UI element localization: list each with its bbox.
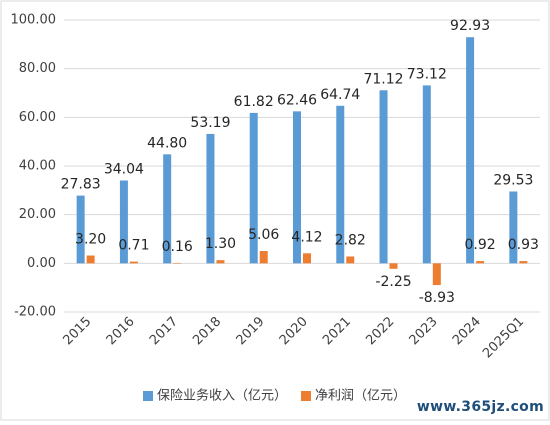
legend-swatch-premium-income (143, 391, 153, 401)
bar-net-profit (129, 261, 138, 264)
data-label-premium-income: 27.83 (61, 177, 101, 193)
bar-net-profit (216, 260, 225, 264)
bar-premium-income (509, 191, 518, 264)
bar-net-profit (173, 262, 182, 264)
data-label-net-profit: 0.16 (162, 239, 193, 255)
legend-label-net-profit: 净利润（亿元） (315, 389, 406, 404)
y-tick-label: 0.00 (27, 256, 56, 271)
bar-net-profit (303, 253, 311, 264)
data-label-premium-income: 29.53 (493, 172, 533, 188)
data-label-net-profit: 0.92 (465, 237, 496, 253)
bar-premium-income (76, 195, 85, 264)
data-label-premium-income: 62.46 (277, 92, 317, 108)
bar-premium-income (206, 133, 215, 264)
data-label-net-profit: 4.12 (291, 229, 322, 245)
y-tick-label: 60.00 (19, 110, 56, 125)
bar-premium-income (119, 180, 128, 264)
bar-net-profit (476, 261, 485, 264)
bar-premium-income (249, 112, 258, 264)
data-label-net-profit: 3.20 (75, 232, 106, 248)
data-label-premium-income: 53.19 (190, 115, 230, 131)
data-label-premium-income: 73.12 (407, 66, 447, 82)
data-label-net-profit: 5.06 (248, 227, 279, 243)
bar-net-profit (259, 251, 268, 264)
y-tick-label: -20.00 (14, 305, 56, 320)
data-label-net-profit: 2.82 (335, 232, 366, 248)
bar-net-profit (432, 263, 441, 286)
legend-swatch-net-profit (301, 391, 312, 401)
y-tick-label: 80.00 (19, 61, 56, 76)
bar-premium-income (422, 85, 431, 264)
bar-premium-income (466, 37, 475, 264)
data-label-net-profit: 1.30 (205, 236, 236, 252)
y-tick-label: 40.00 (19, 159, 56, 174)
data-label-premium-income: 92.93 (450, 18, 490, 34)
bar-premium-income (293, 111, 301, 264)
y-tick-label: 20.00 (19, 207, 56, 222)
bar-premium-income (336, 105, 345, 264)
data-label-net-profit: -2.25 (375, 274, 411, 290)
data-label-net-profit: 0.93 (508, 237, 539, 253)
legend-label-premium-income: 保险业务收入（亿元） (157, 388, 287, 404)
bar-net-profit (519, 261, 528, 264)
data-label-premium-income: 71.12 (363, 71, 403, 87)
bar-net-profit (389, 263, 398, 269)
bar-premium-income (163, 154, 172, 264)
bar-net-profit (346, 256, 355, 264)
data-label-net-profit: 0.71 (118, 238, 149, 254)
bar-net-profit (86, 255, 95, 264)
bar-premium-income (379, 90, 388, 264)
y-tick-label: 100.00 (11, 13, 57, 28)
data-label-premium-income: 64.74 (320, 87, 360, 103)
data-label-premium-income: 44.80 (147, 135, 187, 151)
data-label-premium-income: 34.04 (104, 162, 144, 178)
data-label-net-profit: -8.93 (419, 290, 455, 306)
data-label-premium-income: 61.82 (234, 94, 274, 110)
watermark-text: www.365jz.com (416, 399, 544, 415)
